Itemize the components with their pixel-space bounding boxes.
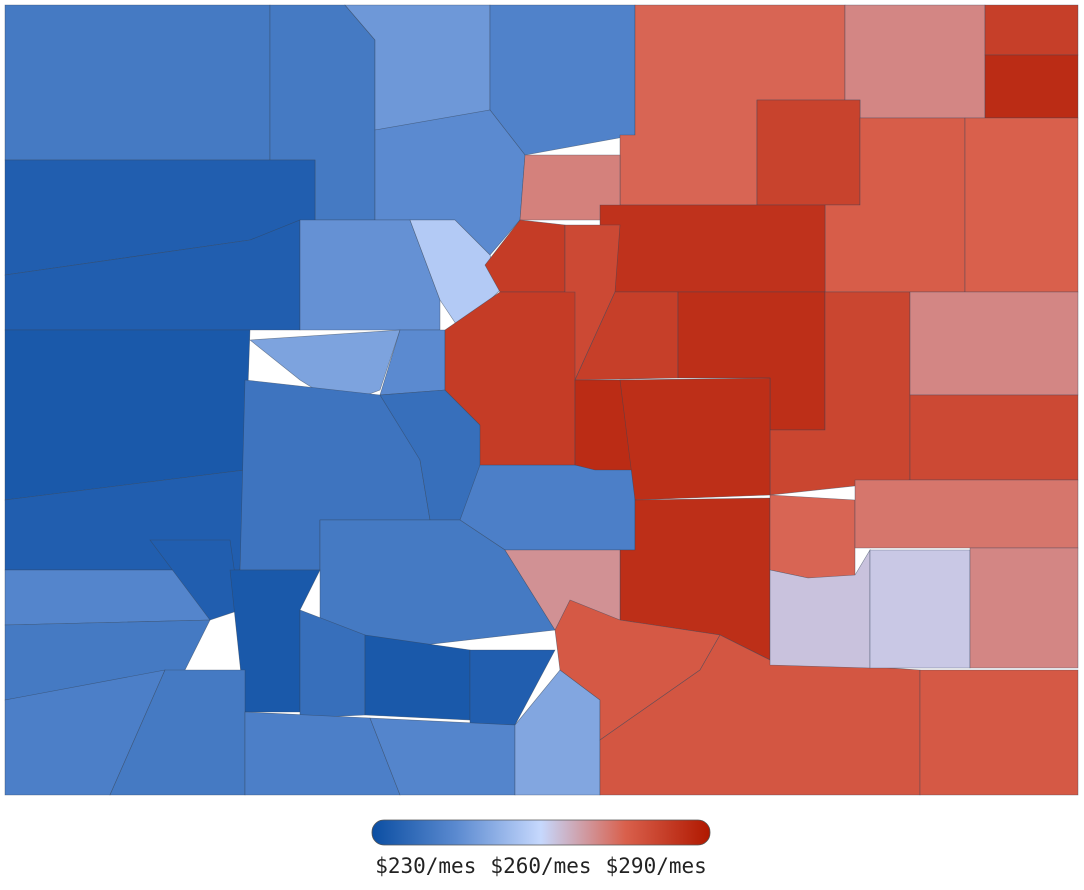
- legend-label: $230/mes: [375, 854, 476, 878]
- color-bar: [371, 819, 711, 846]
- county: [969, 547, 1079, 669]
- county: [919, 669, 1079, 796]
- legend-label: $290/mes: [606, 854, 707, 878]
- legend-label: $260/mes: [490, 854, 591, 878]
- county: [964, 117, 1079, 293]
- county: [984, 4, 1079, 56]
- county: [844, 4, 986, 119]
- county: [756, 99, 861, 206]
- county: [909, 394, 1079, 481]
- county-layer: [4, 4, 1079, 796]
- county: [769, 494, 856, 579]
- county: [854, 479, 1079, 549]
- legend: $230/mes $260/mes $290/mes: [371, 819, 711, 878]
- county: [364, 634, 471, 721]
- county: [489, 4, 636, 156]
- county: [4, 4, 271, 161]
- county: [869, 549, 971, 669]
- county: [909, 291, 1079, 396]
- county: [444, 291, 576, 466]
- county: [984, 54, 1079, 119]
- county: [299, 219, 441, 331]
- county: [599, 204, 826, 293]
- county: [619, 377, 771, 501]
